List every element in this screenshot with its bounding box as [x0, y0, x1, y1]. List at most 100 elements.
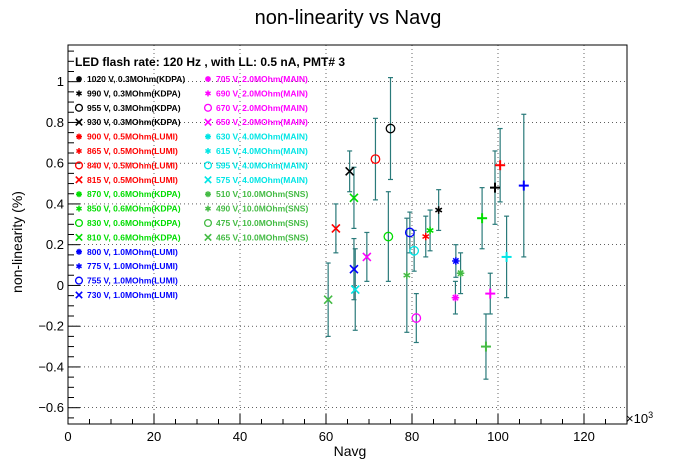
legend-entry: 670 V, 2.0MOhm(MAIN)	[203, 103, 308, 113]
legend-marker	[76, 191, 82, 198]
legend-label: 1020 V, 0.3MOhm(KDPA)	[87, 74, 185, 84]
tick-labels: 0 20 40 60 80 100 120 −0.6 −0.4 −0.2 0 0.2 0.4 0.6 0.8…	[38, 74, 595, 444]
legend-entry: 730 V, 1.0MOhm(LUMI)	[75, 290, 178, 300]
data-point	[435, 206, 443, 214]
y-tick-label: 0.8	[46, 115, 64, 130]
legend-entry: 930 V, 0.3MOhm(KDPA)	[75, 117, 181, 127]
x-exponent-power: 3	[648, 410, 653, 420]
legend-entry: 705 V, 2.0MOhm(MAIN)	[205, 74, 308, 84]
legend-label: 810 V, 0.6MOhm(KDPA)	[87, 232, 181, 242]
legend-marker	[205, 205, 211, 212]
legend-label: 930 V, 0.3MOhm(KDPA)	[87, 117, 181, 127]
legend-marker	[203, 161, 213, 170]
data-point	[323, 295, 333, 305]
x-tick-label: 20	[147, 429, 161, 444]
data-point	[409, 245, 420, 256]
legend-label: 510 V, 10.0MOhm(SNS)	[216, 189, 308, 199]
data-point	[518, 180, 529, 191]
legend-label: 650 V, 2.0MOhm(MAIN)	[216, 117, 308, 127]
legend-marker	[205, 191, 211, 198]
legend-marker	[205, 133, 211, 140]
legend-marker	[76, 205, 82, 212]
legend-marker	[76, 90, 82, 97]
legend-label: 465 V, 10.0MOhm(SNS)	[216, 232, 308, 242]
data-point	[501, 251, 512, 262]
legend-marker	[76, 133, 82, 140]
data-point	[426, 226, 434, 235]
legend-marker	[204, 233, 212, 242]
y-tick-label: −0.6	[38, 400, 64, 415]
x-tick-label: 80	[405, 429, 419, 444]
legend-entry: 955 V, 0.3MOhm(KDPA)	[74, 103, 181, 113]
legend-label: 900 V, 0.5MOhm(LUMI)	[87, 132, 178, 142]
x-tick-label: 120	[573, 429, 595, 444]
x-tick-label: 0	[64, 429, 71, 444]
legend-entry: 490 V, 10.0MOhm(SNS)	[205, 204, 308, 214]
data-point	[345, 166, 355, 176]
legend-label: 870 V, 0.6MOhm(KDPA)	[87, 189, 181, 199]
data-point	[403, 271, 411, 280]
legend-label: 990 V, 0.3MOhm(KDPA)	[87, 88, 181, 98]
data-point	[350, 284, 360, 295]
data-point	[480, 341, 491, 352]
y-tick-label: 0	[57, 278, 64, 293]
y-tick-label: 0.4	[46, 196, 64, 211]
legend-entry: 865 V, 0.5MOhm(LUMI)	[76, 146, 178, 156]
legend-label: 690 V, 2.0MOhm(MAIN)	[216, 88, 308, 98]
legend-label: 575 V, 4.0MOhm(MAIN)	[216, 175, 308, 185]
data-point	[383, 231, 394, 242]
legend-label: 830 V, 0.6MOhm(KDPA)	[87, 218, 181, 228]
legend-entry: 840 V, 0.5MOhm(LUMI)	[74, 160, 178, 170]
legend-label: 730 V, 1.0MOhm(LUMI)	[87, 290, 178, 300]
axes	[67, 44, 628, 425]
legend-entry: 465 V, 10.0MOhm(SNS)	[204, 232, 308, 242]
y-tick-label: 0.2	[46, 237, 64, 252]
legend-entry: 690 V, 2.0MOhm(MAIN)	[205, 88, 308, 98]
error-bar	[372, 117, 378, 201]
legend-entry: 755 V, 1.0MOhm(LUMI)	[74, 276, 178, 286]
legend-label: 775 V, 1.0MOhm(LUMI)	[87, 261, 178, 271]
legend-marker	[204, 176, 212, 184]
data-points	[323, 123, 529, 352]
legend: 1020 V, 0.3MOhm(KDPA) 990 V, 0.3MOhm(KDPA…	[74, 74, 308, 300]
y-tick-label: −0.2	[38, 319, 64, 334]
error-bar	[413, 292, 419, 344]
legend-entry: 475 V, 10.0MOhm(SNS)	[203, 218, 308, 228]
legend-marker	[205, 90, 211, 97]
legend-label: 475 V, 10.0MOhm(SNS)	[216, 218, 308, 228]
legend-marker	[76, 263, 82, 270]
legend-entry: 615 V, 4.0MOhm(MAIN)	[205, 146, 308, 156]
data-point	[422, 232, 430, 241]
error-bar	[385, 191, 391, 282]
legend-label: 615 V, 4.0MOhm(MAIN)	[216, 146, 308, 156]
legend-marker	[205, 148, 211, 154]
legend-entry: 990 V, 0.3MOhm(KDPA)	[76, 88, 181, 98]
legend-marker	[74, 218, 84, 228]
data-point	[451, 293, 460, 302]
legend-entry: 595 V, 4.0MOhm(MAIN)	[203, 160, 308, 170]
y-tick-label: 0.6	[46, 156, 64, 171]
legend-label: 850 V, 0.6MOhm(KDPA)	[87, 204, 181, 214]
legend-entry: 900 V, 0.5MOhm(LUMI)	[76, 132, 178, 142]
legend-marker	[74, 103, 84, 112]
data-point	[362, 252, 372, 262]
error-bars	[325, 77, 527, 380]
legend-label: 490 V, 10.0MOhm(SNS)	[216, 204, 308, 214]
y-tick-label: −0.4	[38, 359, 64, 374]
legend-label: 865 V, 0.5MOhm(LUMI)	[87, 146, 178, 156]
legend-marker	[203, 103, 213, 112]
error-bar	[388, 77, 393, 181]
x-exponent-base: ×10	[626, 411, 648, 426]
legend-entry: 815 V, 0.5MOhm(LUMI)	[75, 175, 178, 185]
legend-label: 670 V, 2.0MOhm(MAIN)	[216, 103, 308, 113]
data-point	[370, 154, 381, 165]
legend-marker	[76, 148, 82, 154]
data-point	[485, 288, 496, 299]
data-point	[349, 193, 359, 203]
data-point	[452, 257, 460, 265]
x-axis-label: Navg	[334, 443, 367, 459]
legend-marker	[75, 233, 83, 242]
legend-marker	[74, 276, 84, 285]
data-point	[404, 227, 415, 238]
